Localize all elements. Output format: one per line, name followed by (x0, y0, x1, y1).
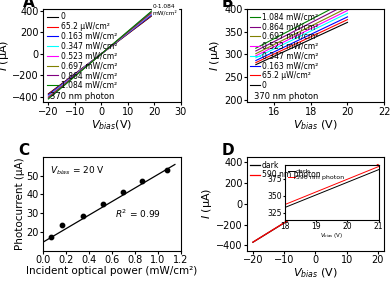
590 nm photon (376, 163, 380, 166)
Text: 370 nm photon: 370 nm photon (50, 92, 114, 101)
Text: 0-1.084
mW/cm²: 0-1.084 mW/cm² (153, 4, 178, 16)
Y-axis label: $I$ (μA): $I$ (μA) (0, 40, 11, 71)
dark (327, 193, 332, 197)
Y-axis label: Photocurrent (μA): Photocurrent (μA) (15, 157, 25, 250)
590 nm photon (250, 240, 255, 244)
Text: $R^2$ = 0.99: $R^2$ = 0.99 (114, 207, 161, 220)
Point (164, 168, 171, 172)
X-axis label: Incident optical power (mW/cm²): Incident optical power (mW/cm²) (26, 266, 198, 276)
Legend: 1.084 mW/cm², 0.864 mW/cm², 0.697 mW/cm², 0.523 mW/cm², 0.347 mW/cm², 0.163 mW/c: 1.084 mW/cm², 0.864 mW/cm², 0.697 mW/cm²… (250, 12, 318, 90)
Point (120, 190, 126, 195)
Point (139, 179, 145, 183)
Legend: 0, 65.2 μW/cm², 0.163 mW/cm², 0.347 mW/cm², 0.523 mW/cm², 0.697 mW/cm², 0.864 mW: 0, 65.2 μW/cm², 0.163 mW/cm², 0.347 mW/c… (47, 12, 117, 90)
dark (250, 240, 255, 244)
Text: 370 nm photon: 370 nm photon (254, 92, 318, 101)
Point (100, 201, 106, 206)
dark (376, 163, 380, 167)
590 nm photon (325, 195, 329, 198)
Y-axis label: $I$ (μA): $I$ (μA) (209, 40, 223, 71)
590 nm photon (325, 194, 330, 198)
X-axis label: $V_{bias}$ (V): $V_{bias}$ (V) (293, 266, 338, 280)
Text: $V_{bias}$ = 20 V: $V_{bias}$ = 20 V (50, 165, 105, 177)
590 nm photon (327, 193, 332, 196)
X-axis label: $V_{bias}$ (V): $V_{bias}$ (V) (293, 118, 338, 132)
dark (325, 195, 329, 198)
dark (364, 170, 368, 174)
Y-axis label: $I$ (μA): $I$ (μA) (200, 188, 214, 219)
Text: D: D (222, 143, 234, 158)
X-axis label: $V_{bias}$(V): $V_{bias}$(V) (91, 118, 132, 132)
Point (80, 214, 86, 218)
590 nm photon (364, 170, 368, 174)
Text: A: A (22, 0, 34, 10)
dark (356, 175, 361, 179)
590 nm photon (356, 175, 361, 179)
dark (251, 240, 256, 244)
dark (325, 195, 330, 198)
Legend: dark, 590 nm photon: dark, 590 nm photon (250, 161, 321, 179)
590 nm photon (251, 240, 256, 244)
Line: dark: dark (253, 165, 378, 242)
Text: B: B (222, 0, 234, 10)
Line: 590 nm photon: 590 nm photon (253, 165, 378, 242)
Point (59, 223, 65, 228)
Point (47, 235, 54, 240)
Text: C: C (18, 143, 29, 158)
